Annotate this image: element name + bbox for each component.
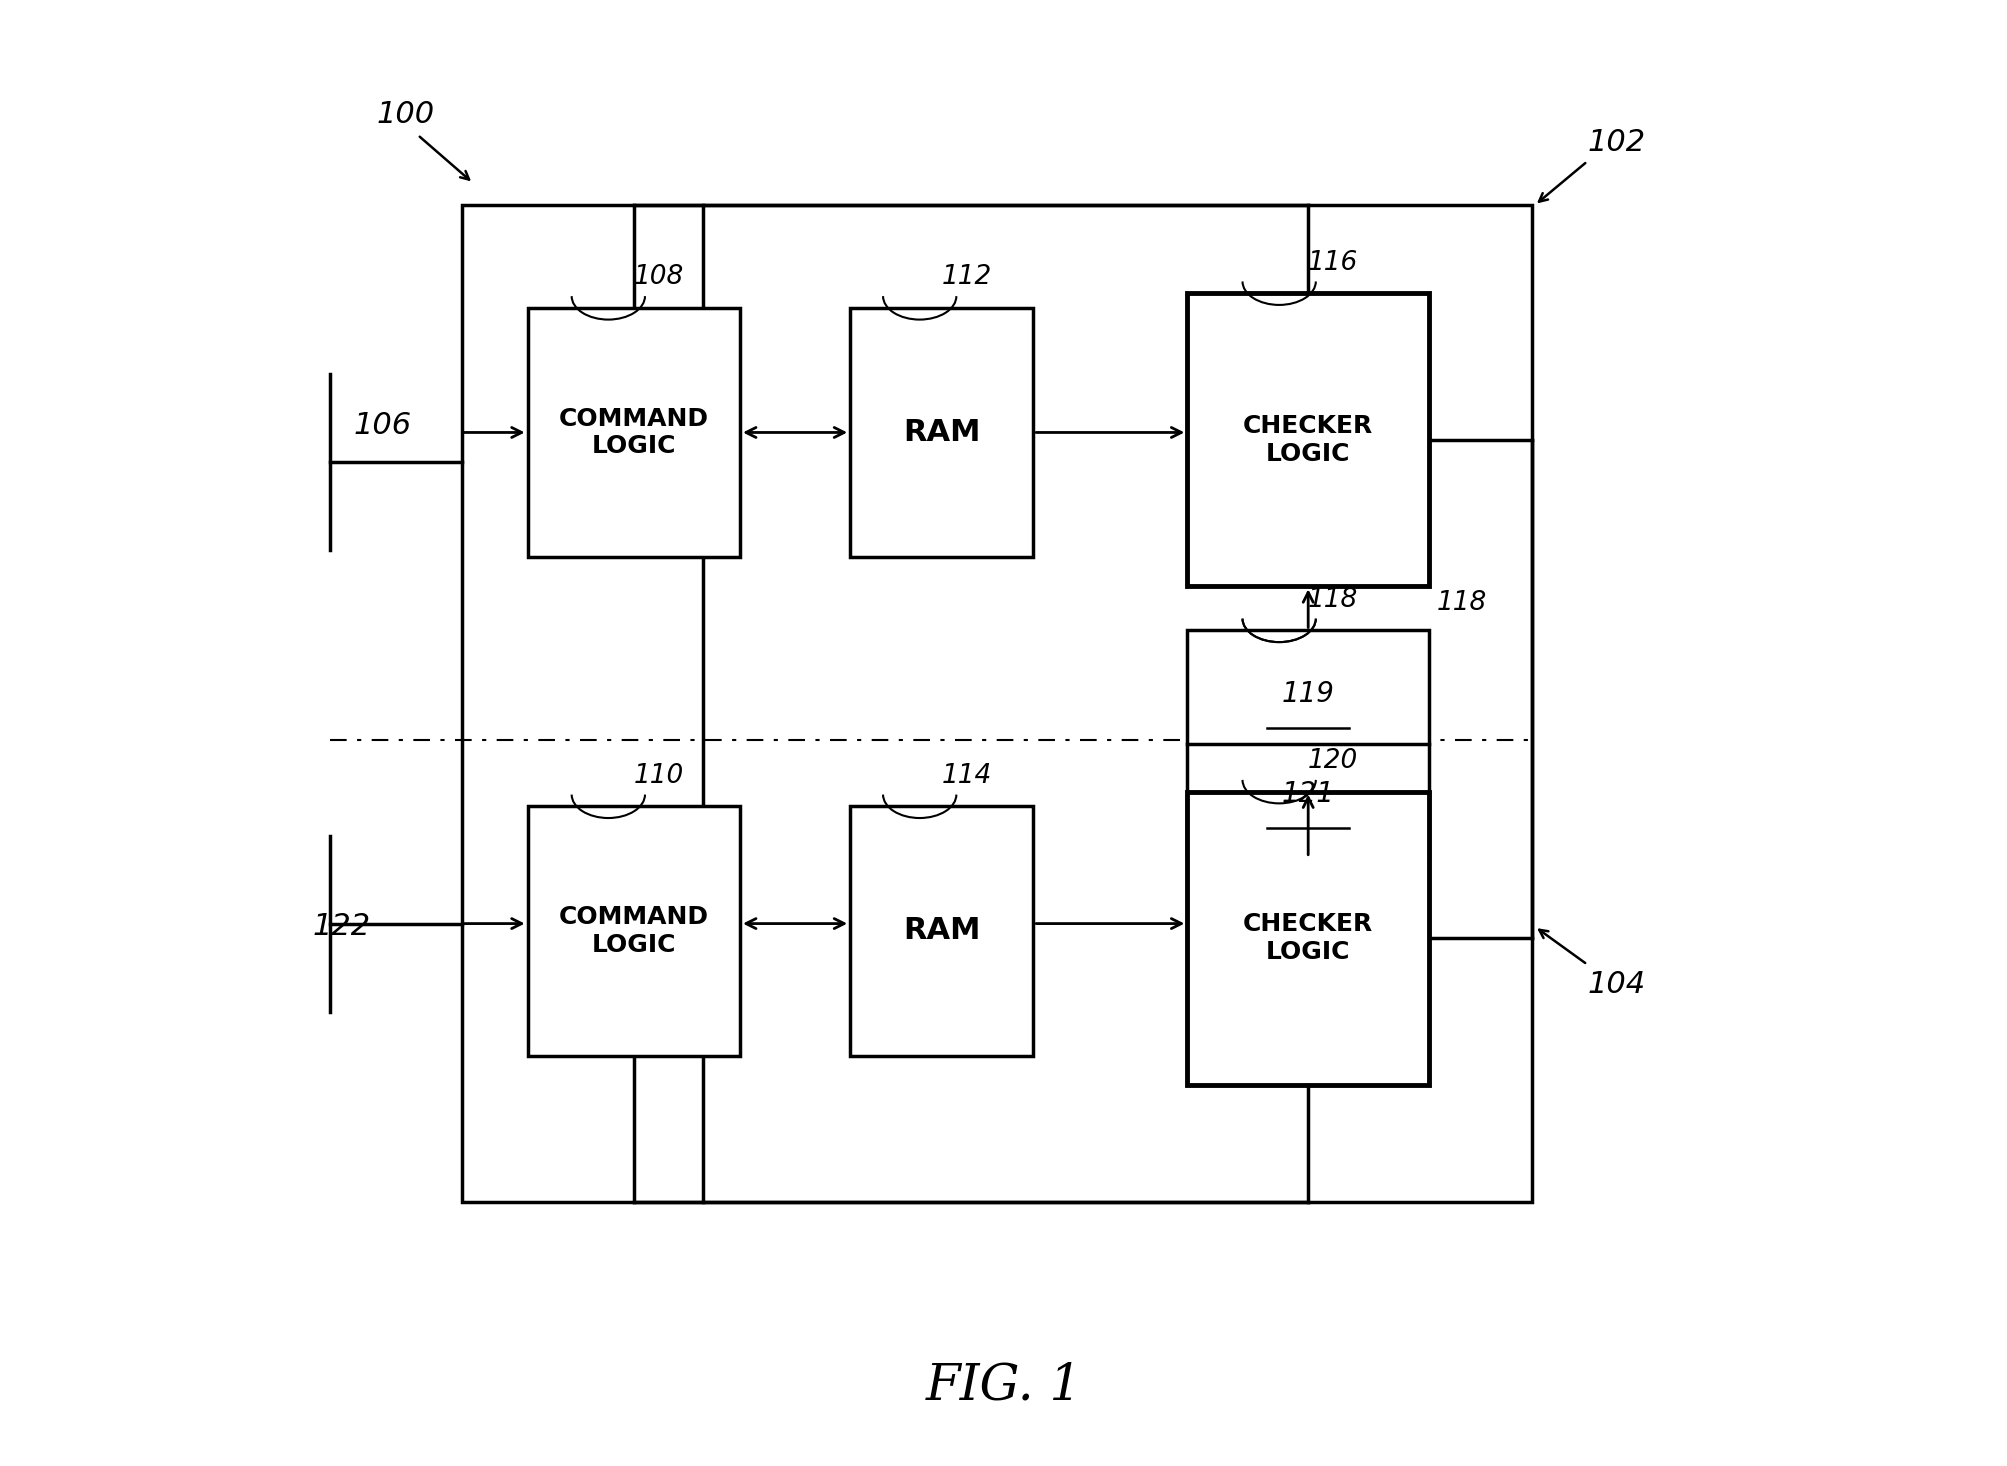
Text: 116: 116 [1307, 249, 1359, 276]
Bar [849, 308, 1034, 557]
Bar [1186, 792, 1429, 1085]
Bar [1186, 630, 1429, 858]
Bar [462, 205, 1531, 1202]
Text: CHECKER
LOGIC: CHECKER LOGIC [1242, 413, 1373, 466]
Text: CHECKER
LOGIC: CHECKER LOGIC [1242, 912, 1373, 965]
Text: 106: 106 [353, 410, 411, 440]
Text: 120: 120 [1307, 748, 1359, 774]
Text: 118: 118 [1307, 586, 1359, 613]
Text: RAM: RAM [903, 418, 979, 447]
Bar [1186, 293, 1429, 586]
Bar [849, 806, 1034, 1056]
Text: 118: 118 [1435, 589, 1485, 616]
Text: 121: 121 [1280, 780, 1335, 808]
Text: 102: 102 [1588, 128, 1646, 157]
Text: 100: 100 [377, 100, 436, 129]
Text: 114: 114 [941, 762, 991, 789]
Text: RAM: RAM [903, 916, 979, 946]
Text: 104: 104 [1588, 970, 1646, 1000]
Text: 122: 122 [311, 912, 369, 941]
Bar [528, 308, 741, 557]
Text: 110: 110 [634, 762, 684, 789]
Bar [528, 806, 741, 1056]
Text: COMMAND
LOGIC: COMMAND LOGIC [558, 406, 708, 459]
Text: 108: 108 [634, 264, 684, 290]
Text: 112: 112 [941, 264, 991, 290]
Text: 119: 119 [1280, 680, 1335, 708]
Text: FIG. 1: FIG. 1 [925, 1360, 1082, 1410]
Text: COMMAND
LOGIC: COMMAND LOGIC [558, 905, 708, 957]
